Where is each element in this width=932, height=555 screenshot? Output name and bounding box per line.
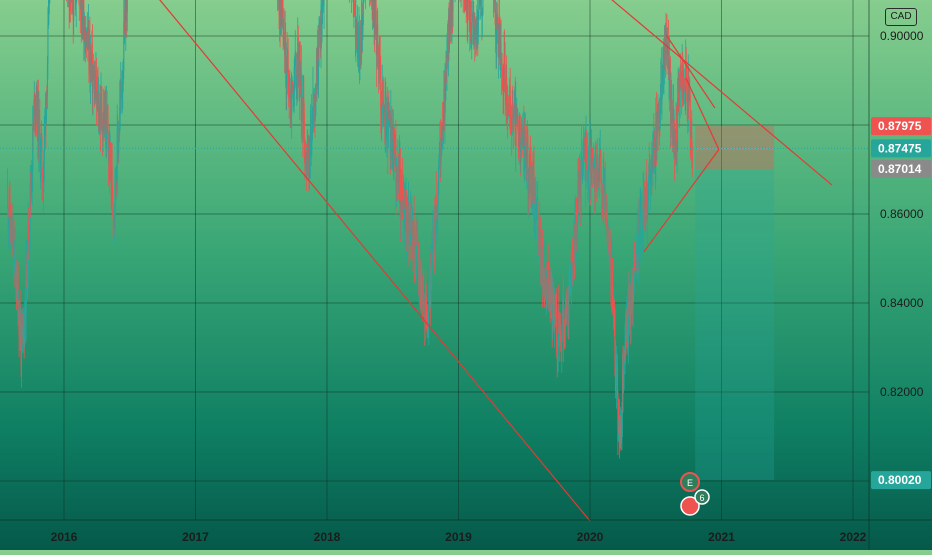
x-tick-label: 2022 bbox=[840, 530, 867, 544]
x-tick-label: 2021 bbox=[708, 530, 735, 544]
candle-body bbox=[538, 218, 539, 245]
candle-body bbox=[612, 259, 613, 296]
candle-body bbox=[482, 0, 483, 14]
event-marker-earnings-label: E bbox=[687, 478, 693, 488]
candle-body bbox=[526, 158, 527, 173]
candle-body bbox=[657, 116, 658, 137]
x-tick-label: 2019 bbox=[445, 530, 472, 544]
candle-body bbox=[318, 66, 319, 85]
candle-body bbox=[127, 0, 128, 13]
candle-body bbox=[478, 20, 479, 34]
position-reward-zone[interactable] bbox=[695, 170, 774, 481]
candle-body bbox=[421, 271, 422, 295]
candle-body bbox=[47, 23, 48, 63]
candle-body bbox=[605, 187, 606, 223]
price-scale[interactable] bbox=[869, 0, 932, 550]
trendline-lower-channel[interactable] bbox=[146, 0, 590, 521]
price-badge-label: 0.80020 bbox=[878, 473, 922, 487]
candle-body bbox=[428, 311, 429, 321]
candle-body bbox=[501, 42, 502, 53]
y-tick-label: 0.90000 bbox=[880, 29, 924, 43]
x-tick-label: 2020 bbox=[577, 530, 604, 544]
candle-body bbox=[566, 305, 567, 310]
candle-body bbox=[692, 149, 693, 169]
candle-body bbox=[637, 234, 638, 258]
price-badge-label: 0.87975 bbox=[878, 119, 922, 133]
candle-body bbox=[467, 0, 468, 17]
event-marker-count-label: 6 bbox=[699, 493, 704, 503]
position-risk-zone[interactable] bbox=[695, 126, 774, 169]
candle-body bbox=[438, 157, 439, 181]
candle-body bbox=[73, 0, 74, 21]
y-tick-label: 0.86000 bbox=[880, 207, 924, 221]
candle-body bbox=[322, 0, 323, 14]
candle-body bbox=[660, 96, 661, 123]
candle-body bbox=[377, 23, 378, 44]
position-tool[interactable] bbox=[695, 126, 774, 480]
candle-body bbox=[453, 0, 454, 11]
y-tick-label: 0.84000 bbox=[880, 296, 924, 310]
currency-badge[interactable]: CAD bbox=[885, 8, 917, 26]
price-badge-label: 0.87475 bbox=[878, 141, 922, 155]
x-tick-label: 2017 bbox=[182, 530, 209, 544]
price-badge-label: 0.87014 bbox=[878, 162, 922, 176]
x-tick-label: 2016 bbox=[51, 530, 78, 544]
candle-body bbox=[587, 159, 588, 176]
y-tick-label: 0.82000 bbox=[880, 385, 924, 399]
candle-body bbox=[110, 142, 111, 169]
candle-body bbox=[324, 0, 325, 6]
x-tick-label: 2018 bbox=[314, 530, 341, 544]
candle-body bbox=[527, 136, 528, 191]
candle-body bbox=[382, 83, 383, 104]
candle-body bbox=[614, 303, 615, 310]
candle-body bbox=[571, 259, 572, 282]
